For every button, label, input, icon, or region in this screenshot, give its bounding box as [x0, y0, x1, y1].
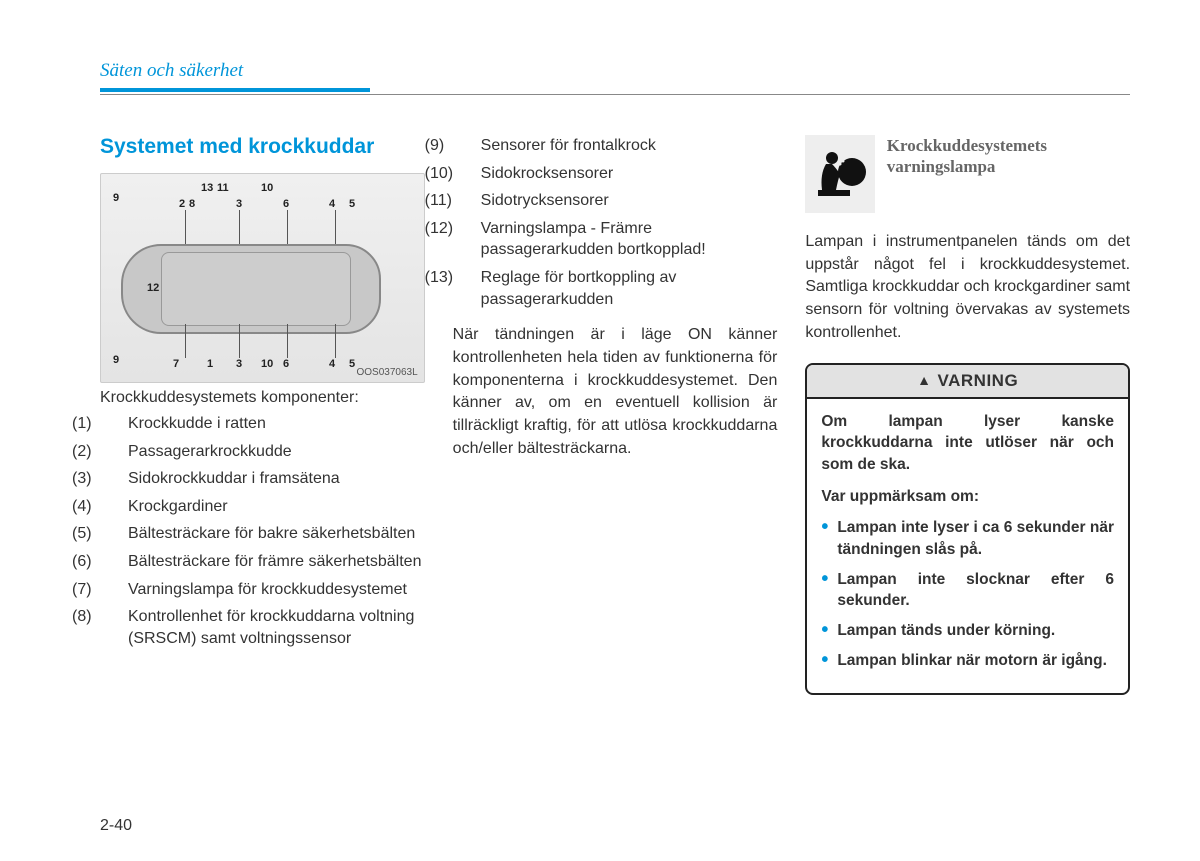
warning-bullet: Lampan blinkar när motorn är igång. [821, 650, 1114, 672]
airbag-warning-icon [805, 135, 874, 213]
warning-body: Om lampan lyser kanske krockkuddarna int… [807, 399, 1128, 694]
diagram-label: 13 [201, 182, 213, 194]
column-1: Systemet med krockkuddar 9 13 11 10 2 8 … [100, 135, 425, 695]
warning-intro: Om lampan lyser kanske krockkuddarna int… [821, 411, 1114, 476]
header-rule-thick [100, 88, 370, 92]
diagram-label: 6 [283, 358, 289, 370]
components-intro: Krockkuddesystemets komponenter: [100, 389, 425, 407]
warning-bullet: Lampan tänds under körning. [821, 620, 1114, 642]
diagram-label: 6 [283, 198, 289, 210]
list-item: (13)Reglage för bortkoppling av passager… [453, 267, 778, 310]
diagram-label: 7 [173, 358, 179, 370]
diagram-label: 4 [329, 358, 335, 370]
diagram-label: 1 [207, 358, 213, 370]
diagram-label: 10 [261, 182, 273, 194]
list-item: (7)Varningslampa för krockkuddesystemet [100, 579, 425, 601]
diagram-label: 4 [329, 198, 335, 210]
warning-header: ▲ VARNING [807, 365, 1128, 399]
leader-line [287, 324, 288, 358]
list-item: (10)Sidokrocksensorer [453, 163, 778, 185]
column-3: Krockkuddesystemets varningslampa Lampan… [805, 135, 1130, 695]
warning-bullet: Lampan inte lyser i ca 6 sekunder när tä… [821, 517, 1114, 560]
page-number: 2-40 [100, 817, 132, 835]
diagram-code: OOS037063L [357, 367, 418, 378]
diagram-label: 11 [217, 182, 229, 194]
section-header: Säten och säkerhet [100, 60, 1130, 82]
list-item: (3)Sidokrockkuddar i framsätena [100, 468, 425, 490]
diagram-label: 9 [113, 354, 119, 366]
list-item: (4)Krockgardiner [100, 496, 425, 518]
list-item: (11)Sidotrycksensorer [453, 190, 778, 212]
column-2: (9)Sensorer för frontalkrock (10)Sidokro… [453, 135, 778, 695]
list-item: (8)Kontrollenhet för krockkuddarna voltn… [100, 606, 425, 649]
section-title: Systemet med krockkuddar [100, 135, 425, 159]
leader-line [287, 210, 288, 244]
warning-bullet-list: Lampan inte lyser i ca 6 sekunder när tä… [821, 517, 1114, 671]
leader-line [239, 324, 240, 358]
diagram-label: 2 [179, 198, 185, 210]
list-item: (6)Bältesträckare för främre säkerhetsbä… [100, 551, 425, 573]
list-item: (12)Varningslampa - Främre passagerarkud… [453, 218, 778, 261]
leader-line [239, 210, 240, 244]
header-rule-thin [100, 94, 1130, 95]
warning-box: ▲ VARNING Om lampan lyser kanske krockkud… [805, 363, 1130, 696]
airbag-person-icon [810, 144, 870, 204]
diagram-label: 3 [236, 198, 242, 210]
diagram-label: 3 [236, 358, 242, 370]
list-item: (9)Sensorer för frontalkrock [453, 135, 778, 157]
icon-title: Krockkuddesystemets varningslampa [887, 135, 1130, 213]
leader-line [185, 210, 186, 244]
list-item: (1)Krockkudde i ratten [100, 413, 425, 435]
warning-subhead: Var uppmärksam om: [821, 486, 1114, 508]
components-list-col2: (9)Sensorer för frontalkrock (10)Sidokro… [453, 135, 778, 310]
list-item: (2)Passagerarkrockkudde [100, 441, 425, 463]
diagram-label: 5 [349, 198, 355, 210]
warning-header-text: VARNING [938, 371, 1019, 390]
diagram-label: 8 [189, 198, 195, 210]
warning-bullet: Lampan inte slocknar efter 6 sekunder. [821, 569, 1114, 612]
content-columns: Systemet med krockkuddar 9 13 11 10 2 8 … [100, 135, 1130, 695]
icon-header-row: Krockkuddesystemets varningslampa [805, 135, 1130, 213]
body-paragraph: När tändningen är i läge ON känner kontr… [453, 324, 778, 460]
diagram-label: 10 [261, 358, 273, 370]
components-list-col1: (1)Krockkudde i ratten (2)Passagerarkroc… [100, 413, 425, 649]
body-paragraph: Lampan i instrumentpanelen tänds om det … [805, 231, 1130, 345]
leader-line [335, 210, 336, 244]
diagram-label: 5 [349, 358, 355, 370]
warning-triangle-icon: ▲ [917, 372, 931, 388]
list-item: (5)Bältesträckare för bakre säkerhetsbäl… [100, 523, 425, 545]
leader-line [185, 324, 186, 358]
airbag-diagram: 9 13 11 10 2 8 3 6 4 5 12 9 7 1 3 10 6 4 [100, 173, 425, 383]
leader-line [335, 324, 336, 358]
diagram-label: 12 [147, 282, 159, 294]
car-roof-outline [161, 252, 351, 326]
diagram-label: 9 [113, 192, 119, 204]
